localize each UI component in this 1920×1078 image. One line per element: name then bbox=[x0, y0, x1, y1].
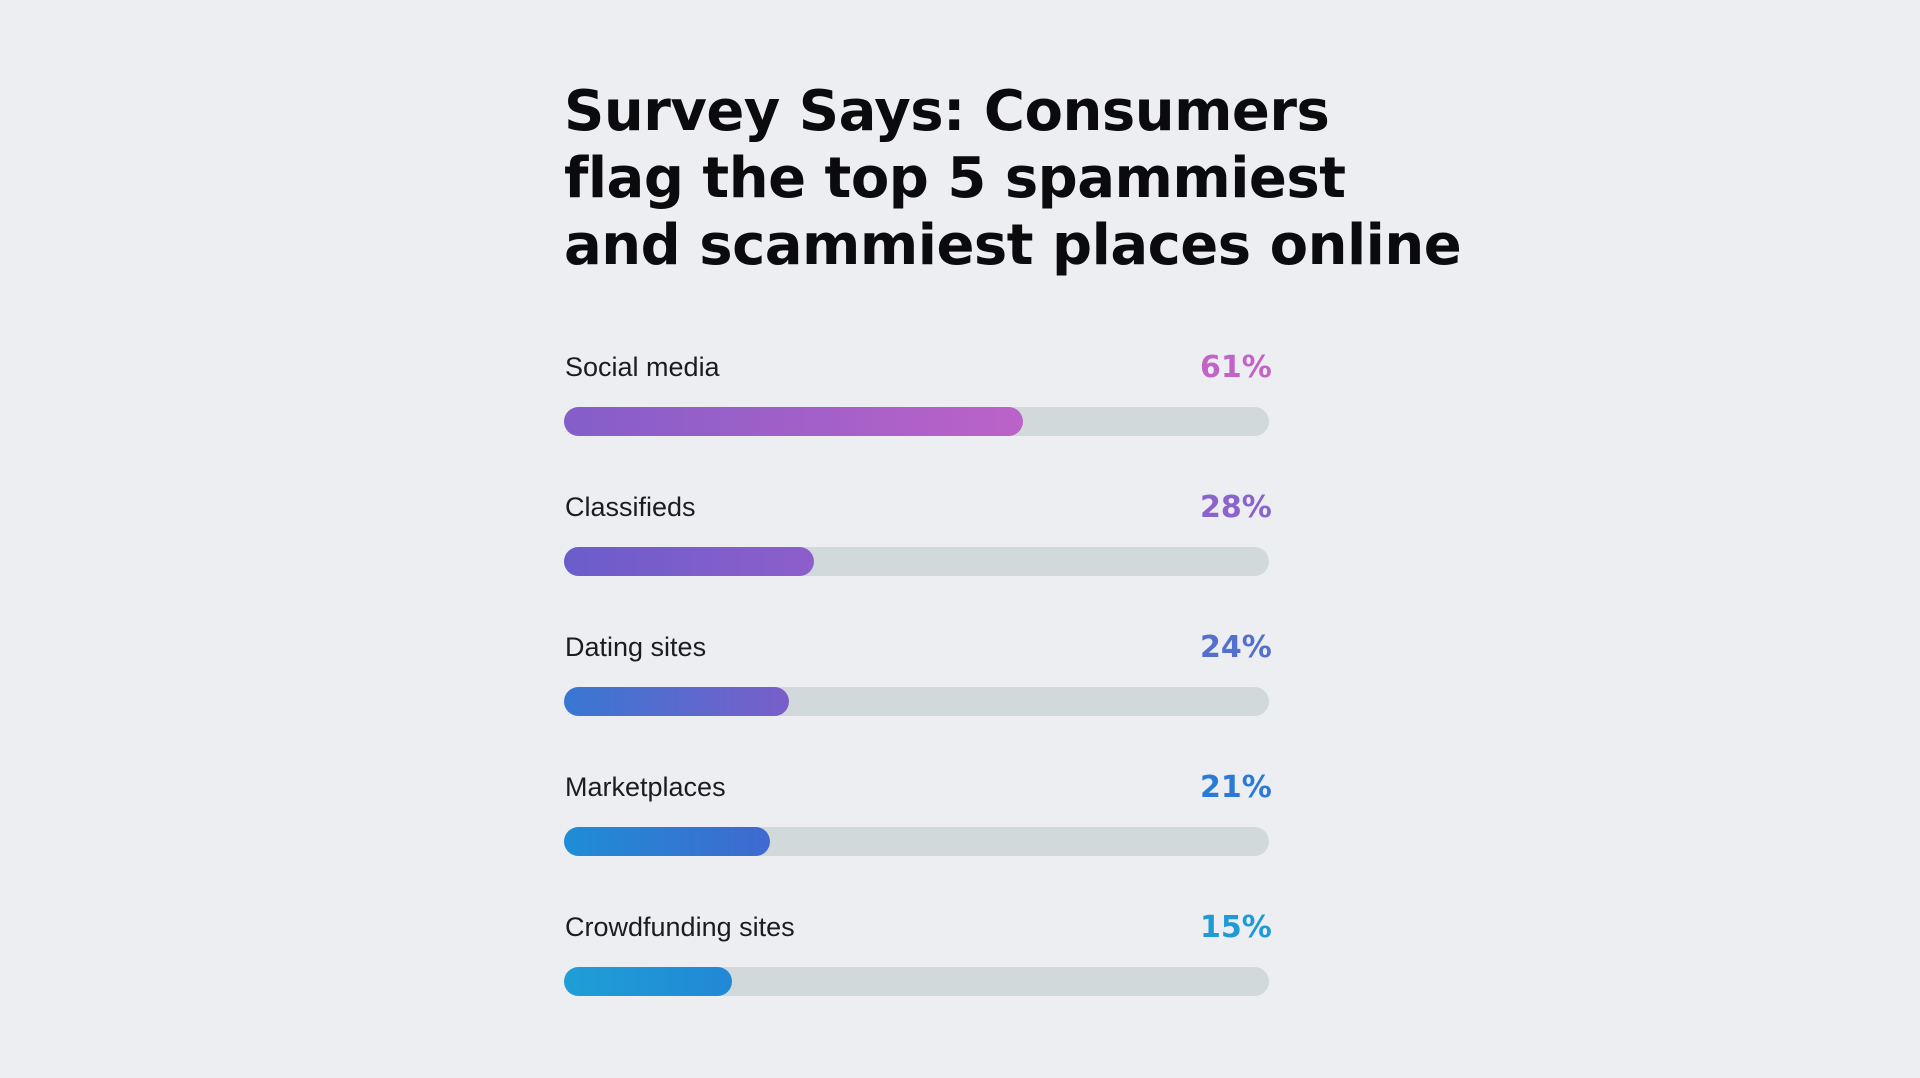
bar-track bbox=[564, 967, 1269, 996]
bar-fill bbox=[564, 687, 789, 716]
bar-category-label: Marketplaces bbox=[565, 772, 726, 802]
bar-fill bbox=[564, 967, 732, 996]
bar-chart: Social media 61% Classifieds 28% Dating … bbox=[564, 344, 1274, 1044]
bar-row: Social media 61% bbox=[564, 344, 1274, 484]
chart-title-line: flag the top 5 spammiest bbox=[564, 146, 1346, 211]
bar-value-label: 21% bbox=[1200, 770, 1272, 805]
bar-category-label: Social media bbox=[565, 352, 720, 382]
bar-value-label: 61% bbox=[1200, 350, 1272, 385]
bar-category-label: Dating sites bbox=[565, 632, 707, 662]
bar-fill bbox=[564, 547, 815, 576]
bar-value-label: 15% bbox=[1200, 910, 1272, 945]
chart-title-line: and scammiest places online bbox=[564, 213, 1462, 278]
chart-title: Survey Says: Consumers flag the top 5 sp… bbox=[564, 78, 1464, 279]
bar-row: Crowdfunding sites 15% bbox=[564, 904, 1274, 1044]
bar-category-label: Crowdfunding sites bbox=[565, 912, 795, 942]
bar-track bbox=[564, 407, 1269, 436]
bar-row: Marketplaces 21% bbox=[564, 764, 1274, 904]
chart-title-line: Survey Says: Consumers bbox=[564, 79, 1330, 144]
bar-track bbox=[564, 827, 1269, 856]
bar-row: Dating sites 24% bbox=[564, 624, 1274, 764]
bar-value-label: 24% bbox=[1200, 630, 1272, 665]
bar-track bbox=[564, 687, 1269, 716]
bar-fill bbox=[564, 827, 770, 856]
bar-row: Classifieds 28% bbox=[564, 484, 1274, 624]
bar-track bbox=[564, 547, 1269, 576]
bar-value-label: 28% bbox=[1200, 490, 1272, 525]
bar-category-label: Classifieds bbox=[565, 492, 696, 522]
bar-fill bbox=[564, 407, 1023, 436]
